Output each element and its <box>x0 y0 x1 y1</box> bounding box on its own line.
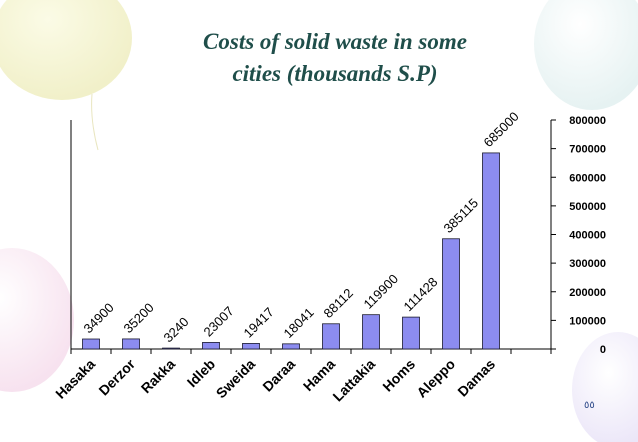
bar-value-label: 111428 <box>401 274 441 314</box>
y-axis: 0 100000 200000 300000 400000 500000 600000 700… <box>550 115 606 356</box>
y-tick-label: 200000 <box>569 287 606 299</box>
bar <box>162 347 180 350</box>
bar <box>482 152 500 350</box>
y-tick-label: 400000 <box>569 230 606 242</box>
category-label: Idleb <box>184 356 218 390</box>
bar <box>362 314 380 350</box>
bar-value-label: 685000 <box>481 109 522 150</box>
bar <box>442 238 460 350</box>
bar <box>402 316 420 350</box>
y-tick-label: 300000 <box>569 258 606 270</box>
bar <box>82 338 100 350</box>
balloon-decoration-bottom-right <box>572 332 638 442</box>
bar <box>122 338 140 350</box>
y-tick-label: 700000 <box>569 144 606 156</box>
category-label: Damas <box>454 356 498 400</box>
y-tick-label: 100000 <box>569 315 606 327</box>
bar <box>202 342 220 350</box>
y-tick-label: 0 <box>600 344 606 356</box>
bar-value-label: 35200 <box>121 300 157 336</box>
category-label: Homs <box>379 356 418 395</box>
bar <box>282 343 300 350</box>
category-label: Derzor <box>95 355 138 398</box>
chart-title-line-1: Costs of solid waste in some <box>203 29 467 54</box>
category-label: Aleppo <box>413 356 458 401</box>
chart-title: Costs of solid waste in some cities (tho… <box>140 26 530 90</box>
category-label: Rakka <box>138 356 179 397</box>
category-label: Lattakia <box>329 356 378 405</box>
bar-value-label: 23007 <box>201 303 237 339</box>
bar-value-label: 119900 <box>361 271 402 312</box>
bar <box>322 323 340 350</box>
chart-title-line-2: cities (thousands S.P) <box>232 61 438 86</box>
balloon-decoration-top-right <box>534 0 638 110</box>
bar-value-label: 385115 <box>441 195 482 236</box>
category-label: Sweida <box>213 356 259 402</box>
category-label: Daraa <box>259 356 298 395</box>
bar-value-label: 18041 <box>281 305 317 341</box>
bar-value-label: 34900 <box>81 300 117 336</box>
plot-area <box>70 120 552 354</box>
bar-value-label: 3240 <box>161 314 192 345</box>
category-label: Hama <box>300 356 338 394</box>
balloon-decoration-bottom-left <box>0 248 74 392</box>
bar-value-label: 88112 <box>321 285 356 320</box>
y-tick-label: 600000 <box>569 172 606 184</box>
y-tick-label: 500000 <box>569 201 606 213</box>
category-label: Hasaka <box>52 356 98 402</box>
balloon-decoration-top-left <box>0 0 132 151</box>
y-tick-label: 800000 <box>569 115 606 127</box>
bar-value-label: 19417 <box>241 304 277 340</box>
slide-page-number: ٥٥ <box>584 400 595 411</box>
bar <box>242 343 260 350</box>
bars-group <box>82 152 500 350</box>
